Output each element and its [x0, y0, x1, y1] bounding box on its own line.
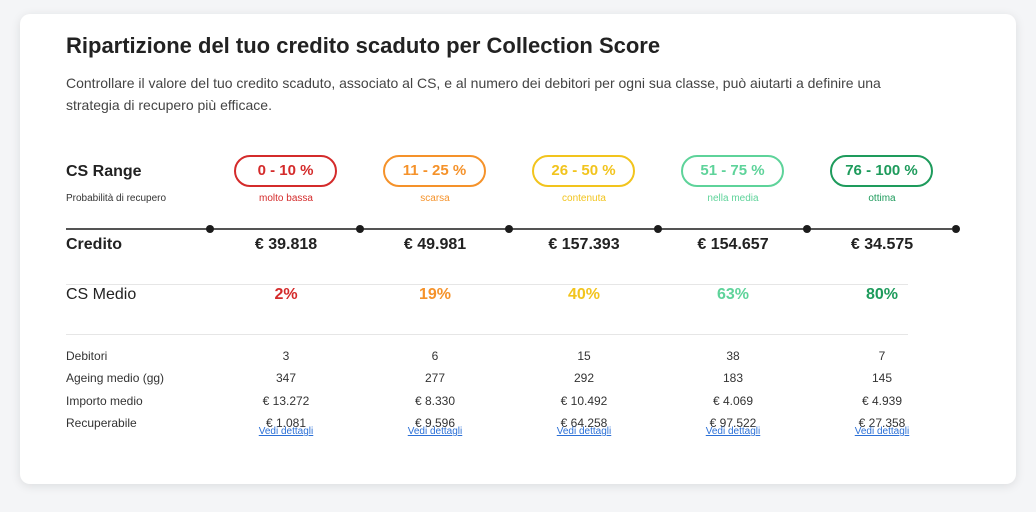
scale-dot [952, 225, 960, 233]
credito-1: € 49.981 [403, 236, 467, 253]
range-pill-3: 51 - 75 % [681, 155, 784, 187]
scale-dot [654, 225, 662, 233]
importo-3: € 4.069 [712, 394, 754, 408]
credito-0: € 39.818 [254, 236, 318, 253]
cs-medio-label: CS Medio [66, 286, 137, 303]
debitori-0: 3 [282, 349, 290, 363]
details-link-0[interactable]: Vedi dettagli [258, 426, 314, 437]
cs-medio-0: 2% [274, 286, 298, 303]
probability-0: molto bassa [259, 193, 313, 204]
debitori-2: 15 [577, 349, 591, 363]
scale-dot [803, 225, 811, 233]
details-link-2[interactable]: Vedi dettagli [556, 426, 612, 437]
debitori-4: 7 [878, 349, 886, 363]
ageing-4: 145 [871, 371, 893, 385]
recuperabile-3: € 97.522 [709, 416, 757, 430]
credito-label: Credito [66, 236, 122, 253]
cs-medio-2: 40% [567, 286, 601, 303]
collection-score-card [20, 14, 1016, 484]
recuperabile-4: € 27.358 [858, 416, 906, 430]
probability-1: scarsa [420, 193, 450, 204]
ageing-label: Ageing medio (gg) [66, 371, 165, 385]
recuperabile-2: € 64.258 [560, 416, 608, 430]
credito-2: € 157.393 [548, 236, 620, 253]
debitori-label: Debitori [66, 349, 108, 363]
recuperabile-1: € 9.596 [414, 416, 456, 430]
scale-dot [206, 225, 214, 233]
range-pill-0: 0 - 10 % [234, 155, 337, 187]
cs-medio-3: 63% [716, 286, 750, 303]
range-pill-2: 26 - 50 % [532, 155, 635, 187]
scale-dot [356, 225, 364, 233]
cs-medio-1: 19% [418, 286, 452, 303]
details-link-4[interactable]: Vedi dettagli [854, 426, 910, 437]
credito-3: € 154.657 [697, 236, 769, 253]
ageing-0: 347 [275, 371, 297, 385]
ageing-1: 277 [424, 371, 446, 385]
cs-range-label: CS Range [66, 163, 142, 180]
importo-4: € 4.939 [861, 394, 903, 408]
cs-medio-4: 80% [865, 286, 899, 303]
importo-2: € 10.492 [560, 394, 608, 408]
divider [66, 334, 908, 335]
probability-2: contenuta [562, 193, 606, 204]
divider [66, 284, 908, 285]
probability-3: nella media [707, 193, 759, 204]
recuperabile-0: € 1.081 [265, 416, 307, 430]
range-pill-1: 11 - 25 % [383, 155, 486, 187]
probability-4: ottima [868, 193, 896, 204]
debitori-3: 38 [726, 349, 740, 363]
range-pill-4: 76 - 100 % [830, 155, 933, 187]
importo-label: Importo medio [66, 394, 143, 408]
debitori-1: 6 [431, 349, 439, 363]
recuperabile-label: Recuperabile [66, 416, 137, 430]
details-link-1[interactable]: Vedi dettagli [407, 426, 463, 437]
importo-1: € 8.330 [414, 394, 456, 408]
page-description: Controllare il valore del tuo credito sc… [66, 75, 881, 113]
scale-dot [505, 225, 513, 233]
importo-0: € 13.272 [262, 394, 310, 408]
details-link-3[interactable]: Vedi dettagli [705, 426, 761, 437]
ageing-3: 183 [722, 371, 744, 385]
ageing-2: 292 [573, 371, 595, 385]
page-title: Ripartizione del tuo credito scaduto per… [66, 33, 661, 58]
probability-label: Probabilità di recupero [66, 193, 167, 204]
credito-4: € 34.575 [850, 236, 914, 253]
